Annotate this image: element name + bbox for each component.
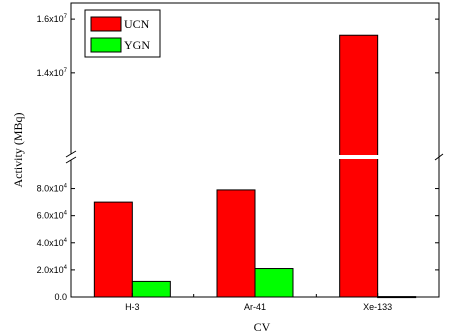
bar-ygn-xe-133: [377, 296, 417, 299]
y-tick-label: 4.0x104: [37, 238, 68, 248]
bar-ucn-h-3: [93, 201, 133, 298]
legend: UCN YGN: [84, 9, 161, 58]
x-tick-label-h-3: H-3: [125, 302, 140, 312]
y-tick-label: 1.6x107: [37, 14, 68, 24]
bar-ygn-ar-41: [254, 268, 294, 298]
bar-ygn-h-3: [131, 280, 171, 298]
axis-break-marks: [65, 150, 444, 164]
y-tick-label: 2.0x104: [37, 265, 68, 275]
y-tick-label: 8.0x104: [37, 184, 68, 194]
y-tick-label: 0.0: [54, 292, 67, 302]
legend-label-ygn: YGN: [124, 38, 150, 52]
bars: [93, 34, 417, 299]
bar-ucn-ar-41: [216, 189, 256, 298]
bar-ucn-xe-133: [339, 34, 379, 298]
axis-break-mark-2: [65, 156, 77, 164]
y-tick-label: 6.0x104: [37, 211, 68, 221]
bar-break-gap: [338, 155, 379, 159]
y-axis-title: Activity (MBq): [11, 113, 25, 188]
legend-swatch-ygn: [90, 37, 122, 53]
y-ticks: 0.0 2.0x104 4.0x104 6.0x104 8.0x104 1.4x107 1.…: [37, 14, 439, 302]
axis-break-mark-1: [65, 150, 77, 158]
legend-label-ucn: UCN: [124, 17, 150, 31]
x-tick-label-ar-41: Ar-41: [244, 302, 266, 312]
x-ticks: H-3 Ar-41 Xe-133: [125, 293, 392, 312]
x-axis-title: CV: [254, 320, 271, 334]
x-tick-label-xe-133: Xe-133: [363, 302, 392, 312]
axis-break-mark-right: [434, 153, 444, 161]
y-tick-label: 1.4x107: [37, 68, 68, 78]
legend-swatch-ucn: [90, 16, 122, 32]
axis-break-cover: [65, 154, 77, 160]
